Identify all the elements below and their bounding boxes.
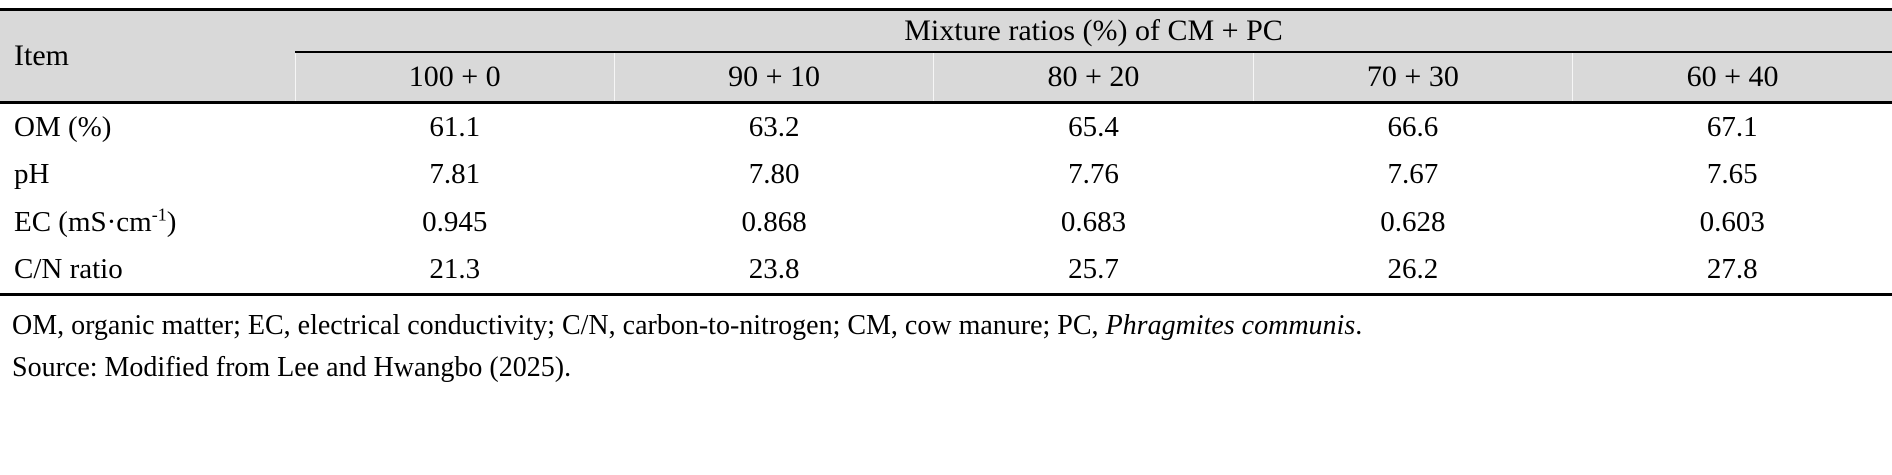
column-header-60-40: 60 + 40: [1572, 51, 1892, 104]
row-label-ec-suffix: ): [166, 206, 177, 238]
table-cell-om-3: 65.4: [933, 102, 1254, 151]
table-cell-ec-5: 0.603: [1572, 198, 1892, 247]
table-cell-ec-2: 0.868: [614, 198, 934, 247]
table-cell-cn-1: 21.3: [295, 246, 615, 296]
table-header: Item Mixture ratios (%) of CM + PC 100 +…: [0, 9, 1892, 104]
row-label-ec: EC (mS·cm-1): [0, 198, 295, 247]
table-body: OM (%) 61.1 63.2 65.4 66.6 67.1 pH 7.81 …: [0, 102, 1892, 296]
column-header-item: Item: [0, 9, 295, 104]
table-cell-cn-2: 23.8: [614, 246, 934, 296]
table-cell-om-4: 66.6: [1253, 102, 1573, 151]
table-cell-cn-3: 25.7: [933, 246, 1254, 296]
group-header-row: Item Mixture ratios (%) of CM + PC: [0, 9, 1892, 104]
table-cell-cn-5: 27.8: [1572, 246, 1892, 296]
table-cell-ph-3: 7.76: [933, 150, 1254, 199]
species-name: Phragmites communis: [1105, 310, 1356, 341]
table-row-cn: C/N ratio 21.3 23.8 25.7 26.2 27.8: [0, 246, 1892, 296]
table-cell-cn-4: 26.2: [1253, 246, 1573, 296]
table-cell-ph-5: 7.65: [1572, 150, 1892, 199]
table-row-ph: pH 7.81 7.80 7.76 7.67 7.65: [0, 150, 1892, 199]
table-cell-om-5: 67.1: [1572, 102, 1892, 151]
column-header-100-0: 100 + 0: [294, 51, 615, 104]
row-label-cn: C/N ratio: [0, 246, 295, 296]
table-row-ec: EC (mS·cm-1) 0.945 0.868 0.683 0.628 0.6…: [0, 198, 1892, 247]
table-cell-ec-3: 0.683: [933, 198, 1254, 247]
sub-header-row: 100 + 0 90 + 10 80 + 20 70 + 30 60 + 40: [0, 51, 1892, 104]
row-label-ec-prefix: EC (mS·cm: [14, 206, 152, 238]
row-label-ec-superscript: -1: [151, 204, 167, 225]
source-note: Source: Modified from Lee and Hwangbo (2…: [12, 352, 572, 383]
table-cell-ph-2: 7.80: [614, 150, 934, 199]
mixture-ratio-table: Item Mixture ratios (%) of CM + PC 100 +…: [0, 8, 1892, 296]
table-figure: Item Mixture ratios (%) of CM + PC 100 +…: [0, 8, 1892, 389]
table-cell-ec-1: 0.945: [295, 198, 615, 247]
row-label-om: OM (%): [0, 102, 295, 151]
column-header-90-10: 90 + 10: [613, 51, 934, 104]
table-cell-ec-4: 0.628: [1253, 198, 1573, 247]
column-header-80-20: 80 + 20: [933, 51, 1254, 104]
group-header-mixture-ratios: Mixture ratios (%) of CM + PC: [295, 9, 1892, 53]
abbreviation-note-text: OM, organic matter; EC, electrical condu…: [12, 310, 1106, 341]
column-header-70-30: 70 + 30: [1252, 51, 1573, 104]
table-cell-ph-1: 7.81: [295, 150, 615, 199]
table-cell-om-1: 61.1: [295, 102, 615, 151]
table-row-om: OM (%) 61.1 63.2 65.4 66.6 67.1: [0, 102, 1892, 151]
table-cell-om-2: 63.2: [614, 102, 934, 151]
row-label-ph: pH: [0, 150, 295, 199]
table-cell-ph-4: 7.67: [1253, 150, 1573, 199]
table-footnotes: OM, organic matter; EC, electrical condu…: [0, 296, 1892, 389]
abbreviation-note: OM, organic matter; EC, electrical condu…: [12, 305, 1880, 347]
abbreviation-note-period: .: [1355, 310, 1363, 341]
